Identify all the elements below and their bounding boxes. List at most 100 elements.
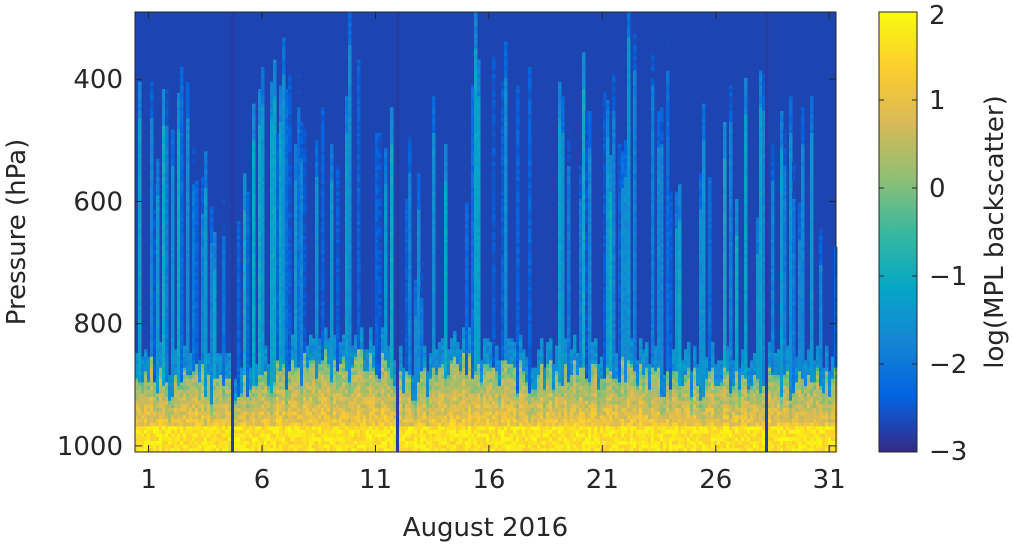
heatmap-cell bbox=[183, 367, 187, 372]
heatmap-cell bbox=[342, 389, 346, 394]
heatmap-cell bbox=[180, 448, 184, 453]
heatmap-cell bbox=[165, 294, 169, 299]
heatmap-cell bbox=[264, 356, 268, 361]
heatmap-cell bbox=[300, 444, 304, 449]
heatmap-cell bbox=[336, 195, 340, 200]
heatmap-cell bbox=[270, 166, 274, 171]
heatmap-cell bbox=[186, 301, 190, 306]
heatmap-cell bbox=[222, 199, 226, 204]
heatmap-cell bbox=[222, 371, 226, 376]
heatmap-cell bbox=[261, 221, 265, 226]
heatmap-cell bbox=[135, 389, 139, 394]
heatmap-cell bbox=[180, 345, 184, 350]
heatmap-cell bbox=[348, 448, 352, 453]
heatmap-cell bbox=[258, 173, 262, 178]
heatmap-cell bbox=[321, 111, 325, 116]
heatmap-cell bbox=[249, 444, 253, 449]
heatmap-cell bbox=[315, 437, 319, 442]
heatmap-cell bbox=[315, 147, 319, 152]
heatmap-cell bbox=[279, 433, 283, 438]
heatmap-cell bbox=[297, 375, 301, 380]
heatmap-cell bbox=[189, 386, 193, 391]
heatmap-cell bbox=[177, 367, 181, 372]
heatmap-cell bbox=[279, 129, 283, 134]
heatmap-cell bbox=[240, 389, 244, 394]
heatmap-cell bbox=[252, 375, 256, 380]
heatmap-cell bbox=[348, 184, 352, 189]
heatmap-cell bbox=[315, 364, 319, 369]
heatmap-cell bbox=[318, 378, 322, 383]
heatmap-cell bbox=[201, 180, 205, 185]
heatmap-cell bbox=[357, 408, 361, 413]
heatmap-cell bbox=[177, 411, 181, 416]
heatmap-cell bbox=[288, 320, 292, 325]
heatmap-column bbox=[279, 85, 283, 453]
heatmap-cell bbox=[186, 235, 190, 240]
heatmap-cell bbox=[165, 118, 169, 123]
heatmap-cell bbox=[138, 261, 142, 266]
heatmap-cell bbox=[246, 433, 250, 438]
heatmap-cell bbox=[258, 378, 262, 383]
heatmap-cell bbox=[330, 162, 334, 167]
heatmap-cell bbox=[177, 221, 181, 226]
heatmap-cell bbox=[294, 419, 298, 424]
heatmap-cell bbox=[165, 345, 169, 350]
heatmap-cell bbox=[330, 250, 334, 255]
heatmap-cell bbox=[297, 162, 301, 167]
heatmap-cell bbox=[237, 279, 241, 284]
heatmap-cell bbox=[252, 125, 256, 130]
heatmap-cell bbox=[162, 430, 166, 435]
heatmap-cell bbox=[348, 276, 352, 281]
heatmap-cell bbox=[156, 349, 160, 354]
heatmap-cell bbox=[258, 364, 262, 369]
heatmap-cell bbox=[171, 188, 175, 193]
heatmap-cell bbox=[228, 430, 232, 435]
heatmap-cell bbox=[210, 290, 214, 295]
heatmap-cell bbox=[315, 360, 319, 365]
heatmap-cell bbox=[327, 430, 331, 435]
heatmap-cell bbox=[141, 444, 145, 449]
heatmap-cell bbox=[261, 312, 265, 317]
heatmap-cell bbox=[297, 389, 301, 394]
heatmap-cell bbox=[276, 283, 280, 288]
heatmap-cell bbox=[150, 298, 154, 303]
heatmap-cell bbox=[351, 349, 355, 354]
heatmap-cell bbox=[201, 246, 205, 251]
heatmap-cell bbox=[150, 327, 154, 332]
heatmap-cell bbox=[180, 309, 184, 314]
heatmap-cell bbox=[339, 364, 343, 369]
heatmap-cell bbox=[186, 177, 190, 182]
heatmap-cell bbox=[243, 397, 247, 402]
heatmap-cell bbox=[270, 411, 274, 416]
heatmap-cell bbox=[153, 290, 157, 295]
heatmap-cell bbox=[231, 158, 235, 163]
heatmap-cell bbox=[237, 360, 241, 365]
heatmap-cell bbox=[276, 433, 280, 438]
heatmap-cell bbox=[171, 191, 175, 196]
heatmap-cell bbox=[270, 136, 274, 141]
heatmap-cell bbox=[153, 349, 157, 354]
heatmap-cell bbox=[174, 415, 178, 420]
heatmap-cell bbox=[348, 349, 352, 354]
heatmap-cell bbox=[213, 338, 217, 343]
heatmap-cell bbox=[222, 441, 226, 446]
heatmap-cell bbox=[348, 279, 352, 284]
heatmap-cell bbox=[219, 378, 223, 383]
heatmap-cell bbox=[231, 353, 235, 358]
heatmap-cell bbox=[180, 367, 184, 372]
heatmap-cell bbox=[162, 92, 166, 97]
heatmap-cell bbox=[345, 239, 349, 244]
heatmap-cell bbox=[258, 246, 262, 251]
heatmap-cell bbox=[153, 224, 157, 229]
heatmap-cell bbox=[321, 144, 325, 149]
heatmap-cell bbox=[282, 389, 286, 394]
heatmap-cell bbox=[270, 312, 274, 317]
heatmap-cell bbox=[261, 448, 265, 453]
heatmap-cell bbox=[195, 184, 199, 189]
heatmap-cell bbox=[279, 312, 283, 317]
heatmap-cell bbox=[150, 158, 154, 163]
heatmap-cell bbox=[369, 382, 373, 387]
heatmap-cell bbox=[174, 433, 178, 438]
heatmap-cell bbox=[180, 265, 184, 270]
heatmap-cell bbox=[363, 378, 367, 383]
